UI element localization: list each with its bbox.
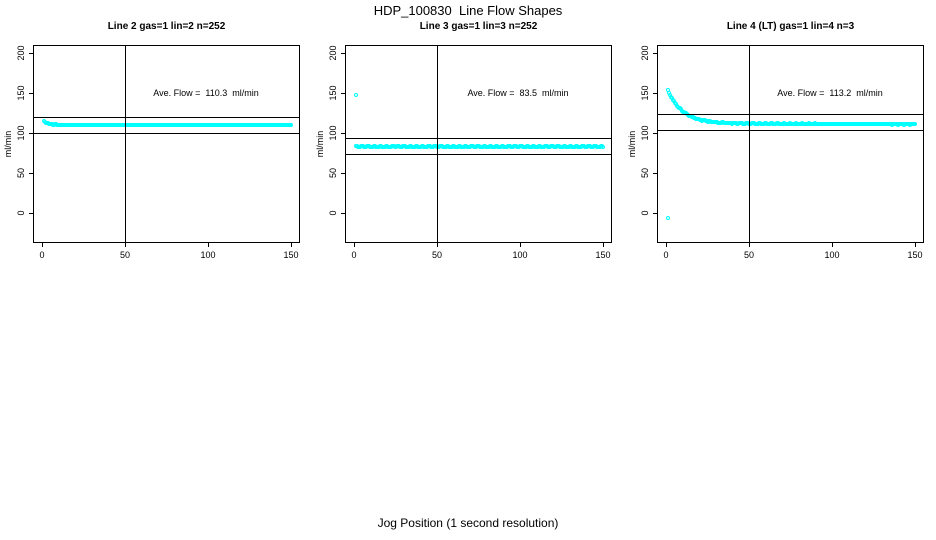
data-point bbox=[912, 122, 917, 127]
y-tick-mark bbox=[653, 53, 657, 54]
x-tick-label: 0 bbox=[351, 250, 357, 260]
y-tick-label: 100 bbox=[328, 125, 338, 141]
plot-panel: Line 3 gas=1 lin=3 n=252 0 50 100 150 200 0 50 1… bbox=[312, 0, 624, 280]
panel-title: Line 4 (LT) gas=1 lin=4 n=3 bbox=[726, 21, 855, 32]
x-tick-label: 50 bbox=[431, 250, 443, 260]
x-tick-mark bbox=[125, 243, 126, 247]
outlier-point bbox=[353, 93, 358, 98]
y-tick-mark bbox=[29, 93, 33, 94]
plot-panel: Line 2 gas=1 lin=2 n=252 0 50 100 150 200 0 50 1… bbox=[0, 0, 312, 280]
ref-line-lower bbox=[345, 154, 612, 156]
x-tick-mark bbox=[208, 243, 209, 247]
y-tick-mark bbox=[29, 133, 33, 134]
y-tick-mark bbox=[29, 53, 33, 54]
x-tick-mark bbox=[666, 243, 667, 247]
y-tick-mark bbox=[653, 93, 657, 94]
x-axis-label: Jog Position (1 second resolution) bbox=[377, 516, 559, 530]
x-tick-label: 100 bbox=[512, 250, 528, 260]
vertical-marker-line bbox=[749, 45, 750, 243]
vertical-marker-line bbox=[125, 45, 126, 243]
x-tick-label: 0 bbox=[39, 250, 45, 260]
ref-line-lower bbox=[33, 132, 300, 134]
y-tick-label: 200 bbox=[16, 45, 26, 61]
ref-line-lower bbox=[657, 130, 924, 132]
figure-title: HDP_100830 Line Flow Shapes bbox=[373, 3, 563, 18]
y-axis-unit-label: ml/min bbox=[315, 130, 325, 158]
vertical-marker-line bbox=[437, 45, 438, 243]
plot-box bbox=[657, 45, 924, 243]
y-tick-label: 150 bbox=[640, 85, 650, 101]
x-tick-mark bbox=[520, 243, 521, 247]
y-tick-mark bbox=[653, 133, 657, 134]
ref-line-upper bbox=[345, 138, 612, 140]
y-tick-mark bbox=[29, 213, 33, 214]
y-tick-label: 100 bbox=[16, 125, 26, 141]
x-tick-mark bbox=[437, 243, 438, 247]
x-tick-mark bbox=[291, 243, 292, 247]
x-tick-mark bbox=[749, 243, 750, 247]
x-tick-mark bbox=[832, 243, 833, 247]
ave-flow-annotation: Ave. Flow = 110.3 ml/min bbox=[153, 88, 259, 98]
data-point bbox=[666, 90, 671, 95]
x-tick-mark bbox=[42, 243, 43, 247]
y-tick-label: 200 bbox=[640, 45, 650, 61]
y-tick-label: 50 bbox=[328, 167, 338, 179]
plot-box bbox=[33, 45, 300, 243]
y-tick-mark bbox=[341, 93, 345, 94]
y-tick-label: 0 bbox=[328, 210, 338, 216]
y-axis-unit-label: ml/min bbox=[3, 130, 13, 158]
plot-box bbox=[345, 45, 612, 243]
y-tick-label: 50 bbox=[640, 167, 650, 179]
panel-title: Line 3 gas=1 lin=3 n=252 bbox=[419, 21, 538, 32]
y-tick-mark bbox=[341, 213, 345, 214]
ave-flow-annotation: Ave. Flow = 83.5 ml/min bbox=[467, 88, 569, 98]
x-tick-mark bbox=[354, 243, 355, 247]
y-tick-label: 100 bbox=[640, 125, 650, 141]
outlier-point bbox=[665, 215, 670, 220]
y-tick-mark bbox=[341, 53, 345, 54]
y-tick-label: 150 bbox=[328, 85, 338, 101]
x-tick-mark bbox=[603, 243, 604, 247]
y-tick-label: 150 bbox=[16, 85, 26, 101]
y-tick-mark bbox=[341, 133, 345, 134]
y-tick-label: 200 bbox=[328, 45, 338, 61]
data-point bbox=[600, 144, 605, 149]
x-tick-label: 150 bbox=[283, 250, 299, 260]
x-tick-label: 100 bbox=[824, 250, 840, 260]
y-tick-mark bbox=[653, 173, 657, 174]
ref-line-upper bbox=[657, 114, 924, 116]
x-tick-label: 50 bbox=[743, 250, 755, 260]
data-point bbox=[667, 92, 672, 97]
ave-flow-annotation: Ave. Flow = 113.2 ml/min bbox=[777, 88, 883, 98]
y-tick-mark bbox=[29, 173, 33, 174]
panel-title: Line 2 gas=1 lin=2 n=252 bbox=[107, 21, 226, 32]
data-point bbox=[665, 88, 670, 93]
x-tick-label: 100 bbox=[200, 250, 216, 260]
y-tick-label: 50 bbox=[16, 167, 26, 179]
x-tick-label: 50 bbox=[119, 250, 131, 260]
y-tick-mark bbox=[341, 173, 345, 174]
x-tick-label: 150 bbox=[907, 250, 923, 260]
y-tick-label: 0 bbox=[16, 210, 26, 216]
data-point bbox=[288, 122, 293, 127]
ref-line-upper bbox=[33, 116, 300, 118]
x-tick-label: 150 bbox=[595, 250, 611, 260]
y-axis-unit-label: ml/min bbox=[627, 130, 637, 158]
y-tick-mark bbox=[653, 213, 657, 214]
x-tick-label: 0 bbox=[663, 250, 669, 260]
y-tick-label: 0 bbox=[640, 210, 650, 216]
x-tick-mark bbox=[915, 243, 916, 247]
plot-panel: Line 4 (LT) gas=1 lin=4 n=3 0 50 100 150 200 0… bbox=[624, 0, 936, 280]
